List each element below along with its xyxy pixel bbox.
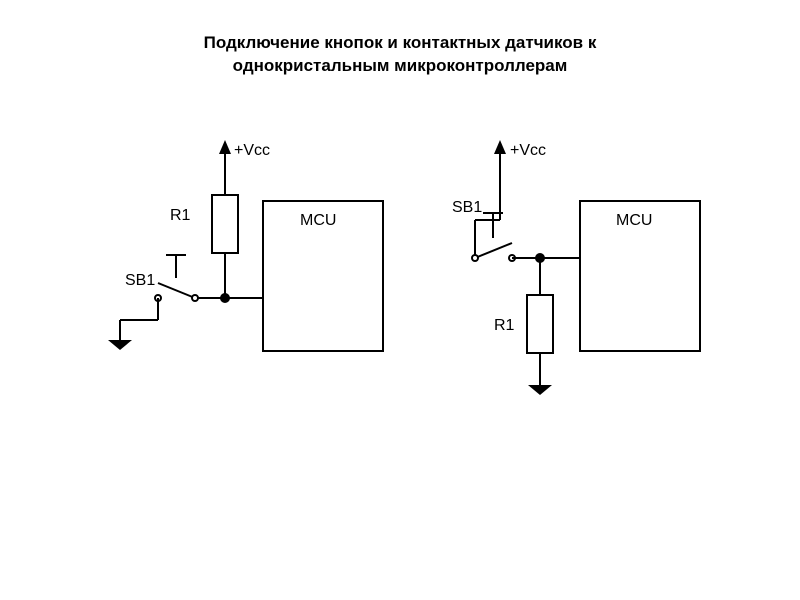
circuit-diagram: +Vcc R1 MCU SB1 +Vcc SB1 MCU R1 (0, 0, 800, 600)
circuit-pull-up: +Vcc R1 MCU SB1 (108, 140, 383, 351)
resistor-r1 (527, 295, 553, 353)
vcc-label: +Vcc (234, 142, 270, 159)
switch-sb1 (475, 243, 512, 258)
sb1-label: SB1 (125, 272, 155, 289)
resistor-r1 (212, 195, 238, 253)
r1-label: R1 (170, 207, 191, 224)
mcu-label: MCU (300, 212, 336, 229)
switch-sb1 (158, 283, 195, 298)
r1-label: R1 (494, 317, 515, 334)
circuit-pull-down: +Vcc SB1 MCU R1 (452, 140, 700, 395)
sb1-label: SB1 (452, 199, 482, 216)
mcu-label: MCU (616, 212, 652, 229)
vcc-label: +Vcc (510, 142, 546, 159)
